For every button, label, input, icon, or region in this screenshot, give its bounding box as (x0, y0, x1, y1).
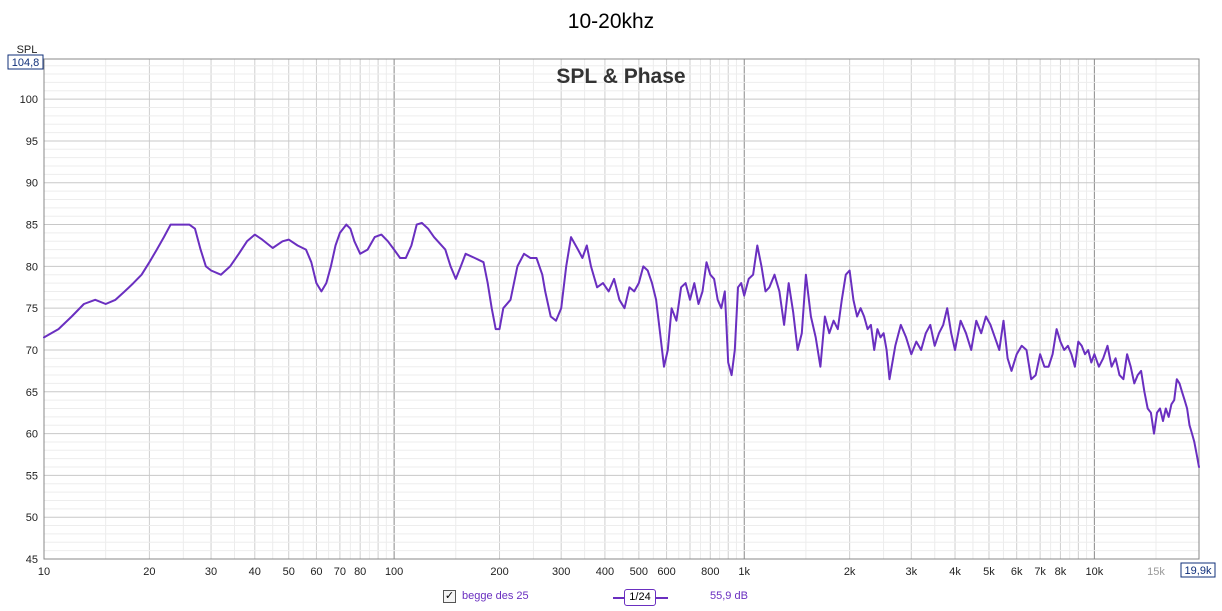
series-name-label[interactable]: begge des 25 (462, 590, 529, 602)
x-tick-label: 30 (205, 566, 217, 578)
y-max-readout[interactable]: 104,8 (7, 54, 44, 70)
cursor-value-readout: 55,9 dB (710, 590, 748, 602)
y-max-readout-text: 104,8 (12, 57, 40, 69)
x-tick-label: 800 (701, 566, 719, 578)
x-tick-label: 40 (249, 566, 261, 578)
legend-bar: ✓ begge des 25 1/24 55,9 dB (0, 588, 1222, 608)
x-tick-label: 100 (385, 566, 403, 578)
y-tick-label: 100 (20, 94, 38, 106)
x-tick-label: 6k (1011, 566, 1023, 578)
x-tick-label: 8k (1055, 566, 1067, 578)
x-tick-label: 600 (657, 566, 675, 578)
chart-grid (43, 59, 1199, 560)
x-tick-label: 300 (552, 566, 570, 578)
x-tick-label: 10 (38, 566, 50, 578)
page-title: 10-20khz (567, 10, 655, 33)
y-tick-label: 45 (26, 554, 38, 566)
x-tick-label: 3k (905, 566, 917, 578)
x-tick-label: 20 (143, 566, 155, 578)
y-tick-label: 50 (26, 512, 38, 524)
series-line-sample-right (656, 597, 668, 599)
x-tick-label: 5k (983, 566, 995, 578)
x-max-readout[interactable]: 19,9k (1180, 562, 1216, 578)
y-tick-label: 80 (26, 261, 38, 273)
y-axis-label: SPL (17, 44, 38, 56)
x-tick-label: 15k (1147, 566, 1165, 578)
y-tick-label: 90 (26, 178, 38, 190)
y-tick-label: 65 (26, 387, 38, 399)
y-tick-label: 70 (26, 345, 38, 357)
y-tick-label: 75 (26, 303, 38, 315)
x-tick-label: 2k (844, 566, 856, 578)
x-tick-label: 60 (310, 566, 322, 578)
x-tick-label: 80 (354, 566, 366, 578)
x-tick-label: 7k (1034, 566, 1046, 578)
series-visibility-checkbox[interactable]: ✓ (443, 590, 456, 603)
spl-chart: SPL & Phase 45 50 55 60 65 70 75 80 85 90 95 100 10 2… (7, 44, 1216, 578)
x-tick-label: 400 (596, 566, 614, 578)
x-tick-label: 1k (738, 566, 750, 578)
y-tick-label: 60 (26, 429, 38, 441)
x-tick-label: 500 (630, 566, 648, 578)
x-tick-label: 50 (283, 566, 295, 578)
y-tick-label: 95 (26, 136, 38, 148)
x-tick-label: 4k (949, 566, 961, 578)
smoothing-selector[interactable]: 1/24 (624, 589, 656, 606)
y-tick-label: 85 (26, 220, 38, 232)
plot-frame (43, 58, 1200, 560)
axis-ticks: 45 50 55 60 65 70 75 80 85 90 95 100 10 20 30 40 50 60 70 8… (20, 94, 1166, 578)
series-layer (43, 221, 1200, 468)
y-tick-label: 55 (26, 470, 38, 482)
x-tick-label: 10k (1085, 566, 1103, 578)
x-max-readout-text: 19,9k (1185, 565, 1212, 577)
spl-series-line (43, 221, 1200, 468)
series-line-sample-left (613, 597, 625, 599)
chart-title: SPL & Phase (556, 65, 685, 88)
x-tick-label: 70 (334, 566, 346, 578)
x-tick-label: 200 (490, 566, 508, 578)
